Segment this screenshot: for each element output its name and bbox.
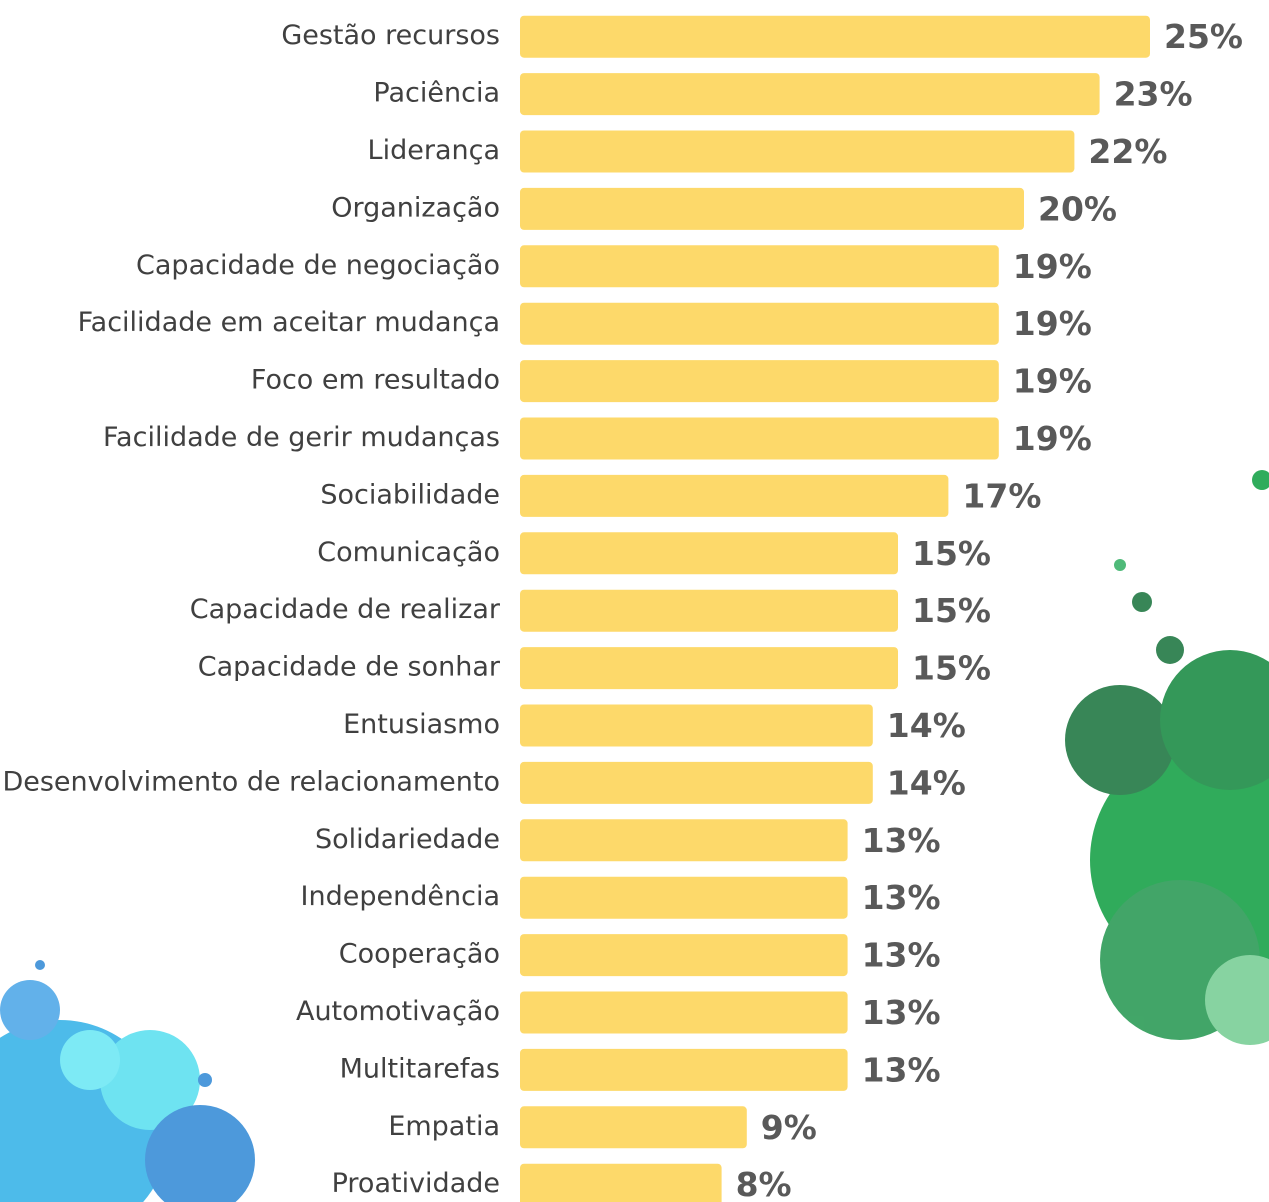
category-label: Cooperação: [339, 939, 500, 970]
category-label: Solidariedade: [315, 824, 500, 855]
value-label: 19%: [1013, 304, 1092, 343]
value-label: 19%: [1013, 247, 1092, 286]
bar: [520, 417, 999, 460]
bar: [520, 245, 999, 288]
bar: [520, 187, 1024, 230]
value-label: 14%: [887, 763, 966, 802]
value-label: 25%: [1164, 17, 1243, 56]
category-label: Capacidade de negociação: [136, 250, 500, 281]
value-label: 13%: [862, 821, 941, 860]
category-label: Paciência: [373, 78, 500, 109]
bar: [520, 532, 898, 575]
bar: [520, 302, 999, 345]
value-label: 9%: [761, 1108, 817, 1147]
value-label: 15%: [912, 649, 991, 688]
category-label: Multitarefas: [340, 1053, 500, 1084]
bar: [520, 589, 898, 632]
value-label: 13%: [862, 878, 941, 917]
bar: [520, 15, 1150, 58]
category-label: Desenvolvimento de relacionamento: [2, 766, 500, 797]
category-label: Foco em resultado: [251, 365, 500, 396]
bar: [520, 819, 848, 862]
category-label: Proatividade: [332, 1168, 500, 1199]
category-label: Capacidade de realizar: [190, 594, 501, 625]
bar: [520, 360, 999, 403]
category-label: Entusiasmo: [343, 709, 500, 740]
bar: [520, 647, 898, 690]
bar: [520, 1106, 747, 1149]
bar: [520, 474, 949, 517]
value-label: 13%: [862, 1050, 941, 1089]
value-label: 22%: [1088, 132, 1167, 171]
decoration-green: [1065, 470, 1269, 1045]
bar: [520, 934, 848, 977]
category-label: Capacidade de sonhar: [198, 652, 501, 683]
value-label: 15%: [912, 534, 991, 573]
bar: [520, 704, 873, 747]
value-label: 8%: [736, 1165, 792, 1202]
category-label: Automotivação: [296, 996, 500, 1027]
decoration-blue: [0, 960, 255, 1202]
value-label: 15%: [912, 591, 991, 630]
value-label: 20%: [1038, 189, 1117, 228]
bar: [520, 1163, 722, 1202]
bar: [520, 130, 1075, 173]
value-label: 13%: [862, 936, 941, 975]
category-label: Gestão recursos: [281, 20, 500, 51]
category-label: Facilidade em aceitar mudança: [78, 307, 500, 338]
bar: [520, 761, 873, 804]
value-label: 17%: [962, 476, 1041, 515]
category-label: Comunicação: [317, 537, 500, 568]
bar: [520, 1048, 848, 1091]
category-label: Sociabilidade: [320, 479, 500, 510]
bar: [520, 991, 848, 1034]
value-label: 23%: [1114, 75, 1193, 114]
category-label: Independência: [301, 881, 500, 912]
value-label: 14%: [887, 706, 966, 745]
bar: [520, 73, 1100, 116]
category-label: Liderança: [368, 135, 500, 166]
category-label: Organização: [331, 192, 500, 223]
value-label: 19%: [1013, 362, 1092, 401]
value-label: 13%: [862, 993, 941, 1032]
bar: [520, 876, 848, 919]
category-label: Empatia: [388, 1111, 500, 1142]
category-label: Facilidade de gerir mudanças: [103, 422, 500, 453]
value-label: 19%: [1013, 419, 1092, 458]
